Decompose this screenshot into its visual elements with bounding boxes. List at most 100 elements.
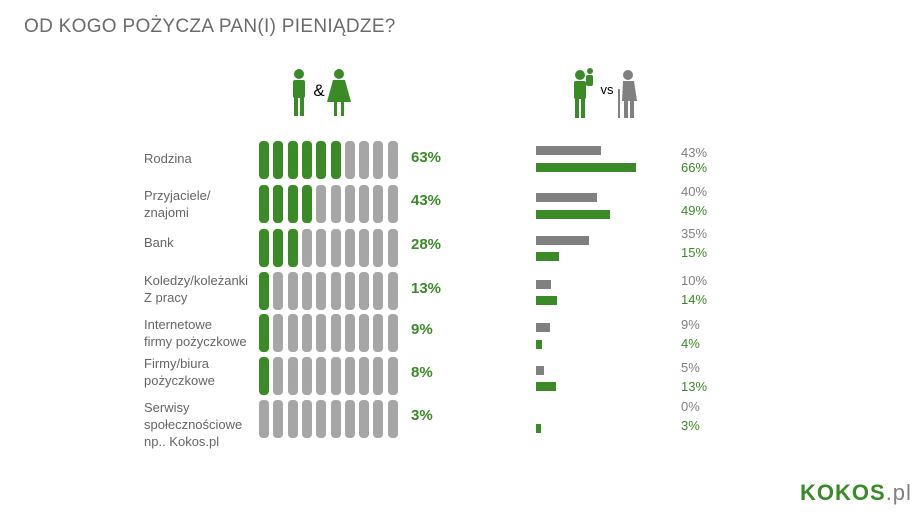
vs-text: vs [601, 82, 615, 97]
unit-empty [330, 314, 341, 352]
unit-empty [330, 185, 341, 223]
unit-empty [330, 400, 341, 438]
unit-empty [301, 272, 312, 310]
green-value-label: 66% [681, 160, 708, 175]
unit-empty [373, 314, 384, 352]
green-value-label: 4% [681, 336, 700, 351]
bar-green [536, 163, 636, 172]
unit-filled [287, 185, 298, 223]
unit-empty [344, 400, 355, 438]
unit-empty [287, 357, 298, 395]
gray-value-label: 35% [681, 226, 708, 241]
unit-empty [301, 357, 312, 395]
unit-empty [344, 141, 355, 179]
green-value-label: 14% [681, 292, 708, 307]
gray-value-label: 43% [681, 145, 708, 160]
bar-green [536, 382, 556, 391]
unit-empty [387, 314, 398, 352]
unit-empty [373, 229, 384, 267]
unit-empty [373, 272, 384, 310]
value-label: 43% [411, 192, 442, 209]
unit-empty [344, 272, 355, 310]
unit-empty [287, 314, 298, 352]
unit-filled [273, 229, 284, 267]
bar-green [536, 296, 558, 305]
row-label-internetowe: Internetowe firmy pożyczkowe [144, 317, 247, 349]
unit-empty [330, 272, 341, 310]
unit-empty [359, 229, 370, 267]
unit-empty [330, 357, 341, 395]
bar-gray [536, 323, 550, 332]
gray-value-label: 40% [681, 184, 708, 199]
value-label: 28% [411, 236, 442, 253]
unit-empty [316, 314, 327, 352]
unit-empty [359, 400, 370, 438]
unit-filled [259, 185, 269, 223]
unit-empty [273, 357, 284, 395]
unit-filled [316, 141, 327, 179]
unit-empty [373, 357, 384, 395]
unit-filled [287, 141, 298, 179]
unit-empty [273, 400, 284, 438]
bar-green [536, 424, 541, 433]
unit-filled [287, 229, 298, 267]
unit-empty [387, 185, 398, 223]
unit-empty [387, 357, 398, 395]
unit-empty [373, 400, 384, 438]
row-label-koledzy: Koledzy/koleżanki Z pracy [144, 273, 249, 305]
unit-empty [344, 229, 355, 267]
unit-filled [259, 314, 269, 352]
value-label: 8% [411, 364, 433, 381]
unit-empty [387, 272, 398, 310]
unit-filled [301, 185, 312, 223]
green-value-label: 49% [681, 203, 708, 218]
green-value-label: 15% [681, 245, 708, 260]
row-label-bank: Bank [144, 235, 174, 250]
unit-empty [344, 314, 355, 352]
parent-child-vs-elderly-icon: vs [574, 68, 637, 118]
unit-filled [301, 141, 312, 179]
unit-empty [373, 141, 384, 179]
value-label: 63% [411, 149, 442, 166]
unit-empty [359, 357, 370, 395]
bar-gray [536, 146, 602, 155]
man-and-woman-icon: & [293, 69, 351, 116]
unit-empty [359, 272, 370, 310]
row-label-rodzina: Rodzina [144, 151, 192, 166]
value-label: 3% [411, 407, 433, 424]
unit-empty [316, 229, 327, 267]
unit-filled [330, 141, 341, 179]
unit-empty [387, 141, 398, 179]
unit-empty [287, 272, 298, 310]
gray-value-label: 10% [681, 273, 708, 288]
unit-filled [259, 141, 269, 179]
unit-empty [387, 229, 398, 267]
bar-gray [536, 280, 552, 289]
unit-empty [316, 357, 327, 395]
unit-filled [273, 141, 284, 179]
unit-empty [259, 400, 269, 438]
unit-empty [316, 185, 327, 223]
logo-text-s: S [870, 480, 886, 505]
unit-filled [259, 272, 269, 310]
logo-text-domain: .pl [885, 480, 912, 505]
unit-empty [359, 185, 370, 223]
unit-empty [387, 400, 398, 438]
unit-empty [301, 229, 312, 267]
value-label: 13% [411, 280, 442, 297]
ampersand-text: & [313, 81, 325, 100]
unit-empty [273, 314, 284, 352]
bar-green [536, 340, 543, 349]
bar-gray [536, 366, 544, 375]
kokos-logo: KOKOS.pl [800, 480, 912, 506]
unit-empty [316, 272, 327, 310]
row-label-firmy: Firmy/biura pożyczkowe [144, 356, 215, 388]
logo-text-koko: KOKO [800, 480, 870, 505]
unit-filled [259, 357, 269, 395]
unit-empty [301, 400, 312, 438]
unit-empty [330, 229, 341, 267]
unit-empty [344, 185, 355, 223]
page-title: OD KOGO POŻYCZA PAN(I) PIENIĄDZE? [24, 16, 396, 37]
row-label-przyjaciele: Przyjaciele/ znajomi [144, 188, 211, 220]
gray-value-label: 0% [681, 399, 700, 414]
